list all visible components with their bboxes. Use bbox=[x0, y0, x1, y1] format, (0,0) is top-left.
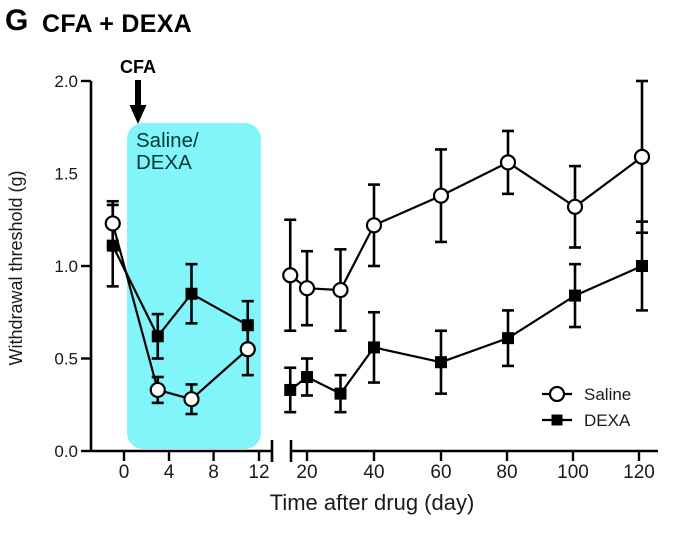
svg-text:Saline/: Saline/ bbox=[136, 129, 199, 152]
svg-text:2.0: 2.0 bbox=[54, 72, 78, 91]
svg-text:Withdrawal threshold (g): Withdrawal threshold (g) bbox=[6, 170, 26, 365]
svg-text:0.5: 0.5 bbox=[54, 350, 78, 369]
svg-text:8: 8 bbox=[208, 462, 219, 483]
svg-text:20: 20 bbox=[296, 462, 317, 483]
svg-text:12: 12 bbox=[248, 462, 269, 483]
svg-text:40: 40 bbox=[363, 462, 384, 483]
svg-text:1.5: 1.5 bbox=[54, 165, 78, 184]
svg-text:0: 0 bbox=[119, 462, 130, 483]
svg-text:CFA: CFA bbox=[120, 57, 156, 77]
svg-text:Saline: Saline bbox=[584, 385, 631, 404]
svg-text:DEXA: DEXA bbox=[584, 411, 631, 430]
svg-text:1.0: 1.0 bbox=[54, 257, 78, 276]
svg-text:4: 4 bbox=[164, 462, 175, 483]
svg-text:60: 60 bbox=[430, 462, 451, 483]
svg-text:Time after drug (day): Time after drug (day) bbox=[270, 490, 475, 515]
svg-text:80: 80 bbox=[496, 462, 517, 483]
svg-text:120: 120 bbox=[623, 462, 655, 483]
svg-text:DEXA: DEXA bbox=[136, 151, 192, 174]
svg-text:0.0: 0.0 bbox=[54, 442, 78, 461]
svg-text:100: 100 bbox=[557, 462, 589, 483]
